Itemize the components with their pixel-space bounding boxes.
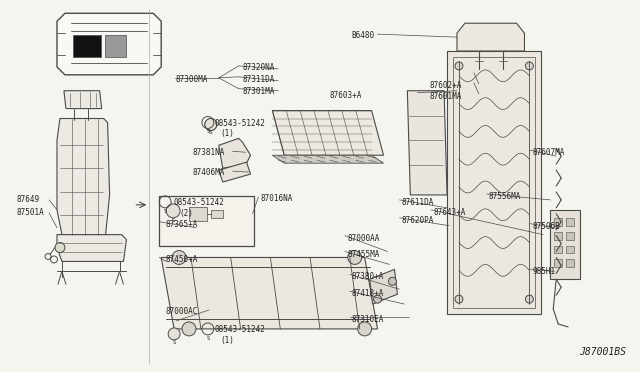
- Text: 87602+A: 87602+A: [429, 81, 461, 90]
- Bar: [447, 51, 541, 314]
- Bar: [453, 57, 536, 308]
- Polygon shape: [161, 257, 378, 329]
- Polygon shape: [57, 119, 109, 235]
- Bar: [566, 246, 574, 253]
- Circle shape: [455, 62, 463, 70]
- Circle shape: [348, 250, 362, 264]
- Bar: [554, 232, 562, 240]
- Text: 87300MA: 87300MA: [175, 75, 207, 84]
- Circle shape: [205, 119, 217, 131]
- Circle shape: [358, 322, 372, 336]
- Text: S: S: [209, 131, 212, 135]
- Text: 87620PA: 87620PA: [401, 216, 434, 225]
- Text: 87455MA: 87455MA: [348, 250, 380, 259]
- Bar: [566, 259, 574, 267]
- Text: S: S: [164, 209, 167, 214]
- Text: 985H1: 985H1: [532, 267, 556, 276]
- Text: 87380+A: 87380+A: [352, 272, 384, 281]
- Text: 87365+A: 87365+A: [165, 220, 198, 229]
- Text: 87418+A: 87418+A: [352, 289, 384, 298]
- Bar: [554, 259, 562, 267]
- Circle shape: [388, 277, 396, 285]
- Circle shape: [55, 243, 65, 253]
- Text: J87001BS: J87001BS: [579, 347, 626, 357]
- Polygon shape: [64, 91, 102, 109]
- Bar: [104, 35, 127, 57]
- Polygon shape: [370, 269, 397, 304]
- Text: (2): (2): [179, 209, 193, 218]
- Circle shape: [525, 62, 533, 70]
- Text: S: S: [172, 218, 175, 223]
- Polygon shape: [57, 235, 127, 262]
- Circle shape: [166, 204, 180, 218]
- Text: 87016NA: 87016NA: [260, 194, 293, 203]
- Bar: [211, 210, 223, 218]
- Text: S: S: [206, 336, 209, 341]
- Text: S: S: [172, 340, 176, 345]
- Text: 87649: 87649: [16, 195, 40, 204]
- Bar: [73, 35, 100, 57]
- Bar: [550, 210, 580, 279]
- Text: 87501A: 87501A: [16, 208, 44, 217]
- Bar: [554, 246, 562, 253]
- Circle shape: [525, 295, 533, 303]
- Text: (1): (1): [221, 336, 235, 345]
- Text: 08543-51242: 08543-51242: [215, 119, 266, 128]
- Text: 87611DA: 87611DA: [401, 198, 434, 207]
- Text: B6480: B6480: [352, 31, 375, 40]
- Text: 08543-51242: 08543-51242: [173, 198, 224, 207]
- Text: 08543-51242: 08543-51242: [215, 325, 266, 334]
- Text: (1): (1): [221, 129, 235, 138]
- Bar: [566, 218, 574, 226]
- Circle shape: [182, 322, 196, 336]
- Text: 87406MA: 87406MA: [193, 168, 225, 177]
- Bar: [566, 232, 574, 240]
- Text: 87643+A: 87643+A: [433, 208, 465, 217]
- Text: 87450+A: 87450+A: [165, 256, 198, 264]
- Circle shape: [455, 295, 463, 303]
- Text: 87603+A: 87603+A: [330, 91, 362, 100]
- Text: 87607MA: 87607MA: [532, 148, 564, 157]
- Text: 87601MA: 87601MA: [429, 92, 461, 101]
- Bar: [159, 196, 253, 246]
- Polygon shape: [219, 138, 250, 168]
- Bar: [189, 207, 207, 221]
- Text: 87000AC: 87000AC: [165, 307, 198, 316]
- Text: 87506B: 87506B: [532, 222, 560, 231]
- Circle shape: [205, 119, 217, 131]
- Text: 87381NA: 87381NA: [193, 148, 225, 157]
- Text: 87311DA: 87311DA: [243, 75, 275, 84]
- Circle shape: [172, 250, 186, 264]
- Text: 87310EA: 87310EA: [352, 315, 384, 324]
- Text: 87301MA: 87301MA: [243, 87, 275, 96]
- Circle shape: [374, 295, 381, 303]
- Polygon shape: [457, 23, 524, 51]
- Text: 87000AA: 87000AA: [348, 234, 380, 243]
- Text: S: S: [206, 129, 209, 134]
- Polygon shape: [407, 91, 447, 195]
- Text: 87320NA: 87320NA: [243, 63, 275, 72]
- Circle shape: [168, 328, 180, 340]
- Polygon shape: [273, 110, 383, 155]
- Polygon shape: [273, 155, 383, 163]
- Polygon shape: [219, 162, 250, 182]
- Text: 87556MA: 87556MA: [489, 192, 521, 201]
- Polygon shape: [57, 13, 161, 75]
- Bar: [554, 218, 562, 226]
